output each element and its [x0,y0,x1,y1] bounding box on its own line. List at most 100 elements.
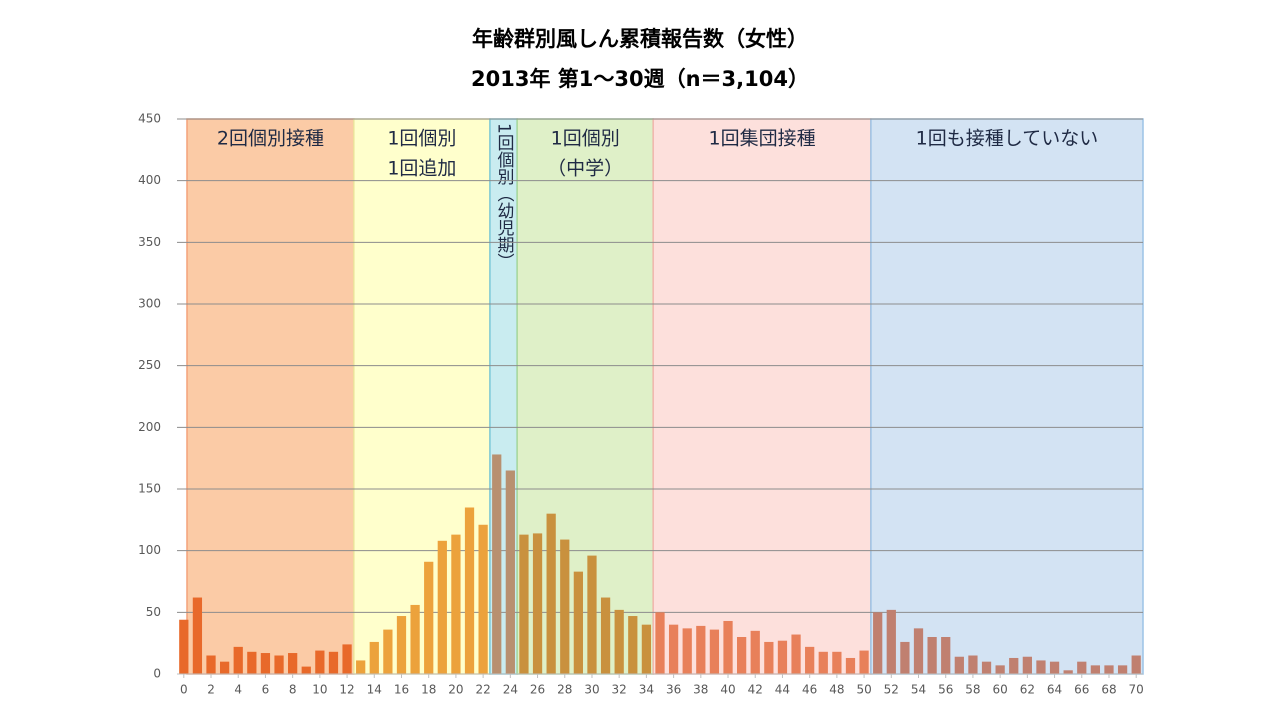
bar [451,534,461,674]
region-label: 1回個別（幼児期） [494,123,515,270]
bar [913,628,924,674]
bar [628,616,638,674]
bar [832,651,842,674]
bar [247,651,257,674]
chart-subtitle: 2013年 第1～30週（n＝3,104） [471,67,809,91]
bar [764,641,774,674]
x-tick-label: 14 [367,683,382,697]
x-tick-label: 44 [775,683,790,697]
x-tick-label: 52 [884,683,899,697]
bar [179,619,189,674]
bar [233,646,243,674]
bar [600,597,611,674]
bar [573,571,583,674]
bar [464,507,475,674]
y-tick-label: 100 [138,543,161,557]
bar [1009,657,1019,674]
x-tick-label: 38 [693,683,708,697]
region-label: 1回集団接種 [708,128,815,150]
x-tick-label: 2 [207,683,215,697]
bar [206,655,216,674]
bar [315,650,325,674]
bar [519,534,529,674]
bar [1063,670,1073,674]
region-label: 1回も接種していない [916,128,1099,150]
x-tick-label: 64 [1047,683,1062,697]
x-tick-label: 56 [938,683,953,697]
bar [560,539,570,674]
bar [383,629,393,674]
bar [532,533,543,674]
x-tick-label: 40 [720,683,735,697]
region-label: 1回追加 [387,158,456,180]
x-tick-label: 28 [557,683,572,697]
x-tick-label: 4 [234,683,242,697]
bar [954,656,964,674]
region-background [870,118,1144,675]
x-tick-label: 0 [180,683,188,697]
bar [288,653,298,674]
bar [424,561,434,674]
y-tick-label: 50 [146,605,161,619]
x-tick-label: 24 [503,683,518,697]
x-tick-label: 20 [448,683,463,697]
bar [410,604,420,674]
bar [859,650,869,674]
x-tick-label: 26 [530,683,545,697]
bar [342,644,352,674]
x-tick-label: 36 [666,683,681,697]
x-tick-label: 32 [612,683,627,697]
bar [668,624,679,674]
bar [301,666,311,674]
bar [723,620,733,674]
bar [900,641,910,674]
bar [873,612,883,674]
bar [845,657,856,674]
bar [587,555,597,674]
region-label: 1回個別 [551,128,620,150]
bar [886,609,896,674]
bar [546,513,556,674]
y-tick-label: 300 [138,297,161,311]
chart-title: 年齢群別風しん累積報告数（女性） [472,27,808,51]
x-tick-label: 68 [1101,683,1116,697]
y-tick-label: 0 [153,667,161,681]
region-label: 2回個別接種 [217,128,324,150]
region-background [652,118,872,675]
x-tick-label: 62 [1020,683,1035,697]
bar [791,634,801,674]
x-tick-label: 58 [965,683,980,697]
bar [1022,656,1032,674]
y-tick-label: 200 [138,420,161,434]
bar [1117,665,1128,674]
y-tick-label: 150 [138,482,161,496]
bar [1049,661,1060,674]
bar [369,641,379,674]
x-tick-label: 54 [911,683,926,697]
x-tick-label: 18 [421,683,436,697]
bar [941,637,951,674]
bar [750,630,760,674]
bar [396,616,407,674]
bar [1090,665,1101,674]
x-tick-label: 12 [339,683,354,697]
bar [260,653,271,674]
bar [505,470,515,674]
y-tick-label: 450 [138,112,161,126]
bar [1104,665,1114,674]
bar [777,640,788,674]
x-tick-label: 6 [262,683,270,697]
x-tick-label: 22 [475,683,490,697]
y-tick-label: 400 [138,173,161,187]
bar [192,597,203,674]
bar [818,651,828,674]
bar [709,629,720,674]
region-label: 1回個別 [387,128,456,150]
x-tick-label: 66 [1074,683,1089,697]
bar [1036,660,1046,674]
x-tick-label: 10 [312,683,327,697]
x-tick-label: 34 [639,683,654,697]
x-tick-label: 50 [856,683,871,697]
bar [737,637,747,674]
